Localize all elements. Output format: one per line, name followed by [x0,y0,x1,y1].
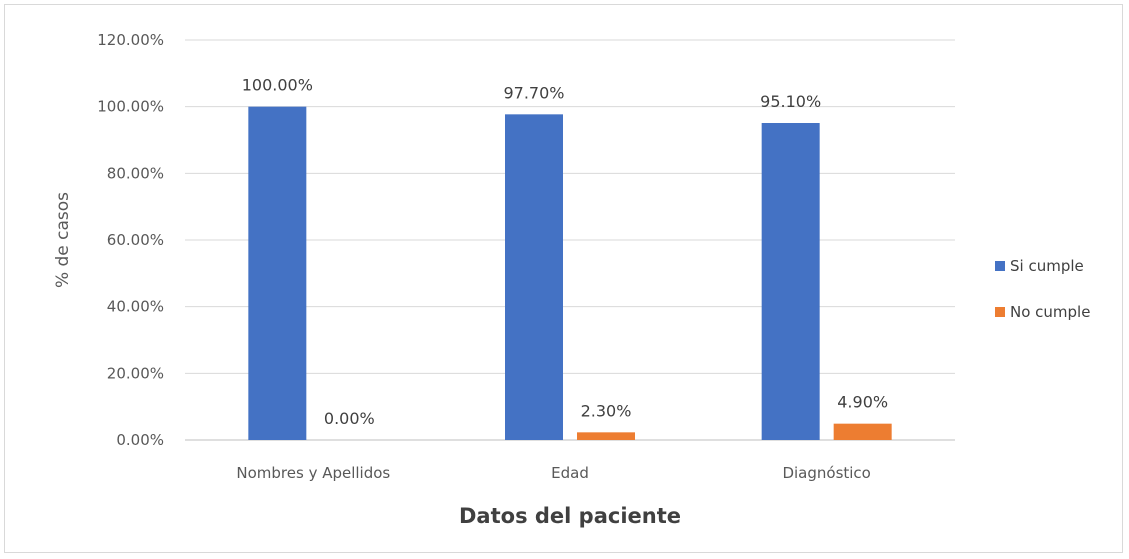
legend: Si cumple No cumple [995,257,1090,321]
chart-frame [4,4,1123,553]
data-labels: 100.00% 0.00% 97.70% 2.30% 95.10% 4.90% [242,76,888,428]
y-tick-label: 60.00% [107,231,164,249]
x-category-label: Nombres y Apellidos [236,464,390,482]
bar-si-cumple [761,123,820,440]
y-tick-label: 0.00% [116,431,164,449]
y-tick-label: 20.00% [107,364,164,382]
legend-swatch [995,261,1005,271]
y-tick-label: 100.00% [97,98,164,116]
legend-label: Si cumple [1010,257,1084,275]
x-category-label: Edad [551,464,589,482]
legend-swatch [995,307,1005,317]
bar-si-cumple [248,106,307,441]
y-tick-label: 40.00% [107,298,164,316]
x-axis-title: Datos del paciente [459,504,681,528]
bar-no-cumple [833,423,892,440]
x-category-label: Diagnóstico [782,464,870,482]
data-label: 0.00% [324,409,375,428]
bar-no-cumple [577,432,635,440]
bar-si-cumple [505,114,563,440]
bars [248,106,892,441]
data-label: 97.70% [503,83,564,102]
data-label: 100.00% [242,76,313,95]
data-label: 2.30% [581,401,632,420]
y-tick-label: 120.00% [97,31,164,49]
data-label: 4.90% [837,393,888,412]
gridlines [185,39,955,441]
y-axis-title: % de casos [53,192,73,288]
y-axis-ticks: 0.00% 20.00% 40.00% 60.00% 80.00% 100.00% 120.… [97,31,164,449]
data-label: 95.10% [760,92,821,111]
legend-label: No cumple [1010,303,1090,321]
x-axis-categories: Nombres y Apellidos Edad Diagnóstico [236,464,870,482]
y-tick-label: 80.00% [107,164,164,182]
